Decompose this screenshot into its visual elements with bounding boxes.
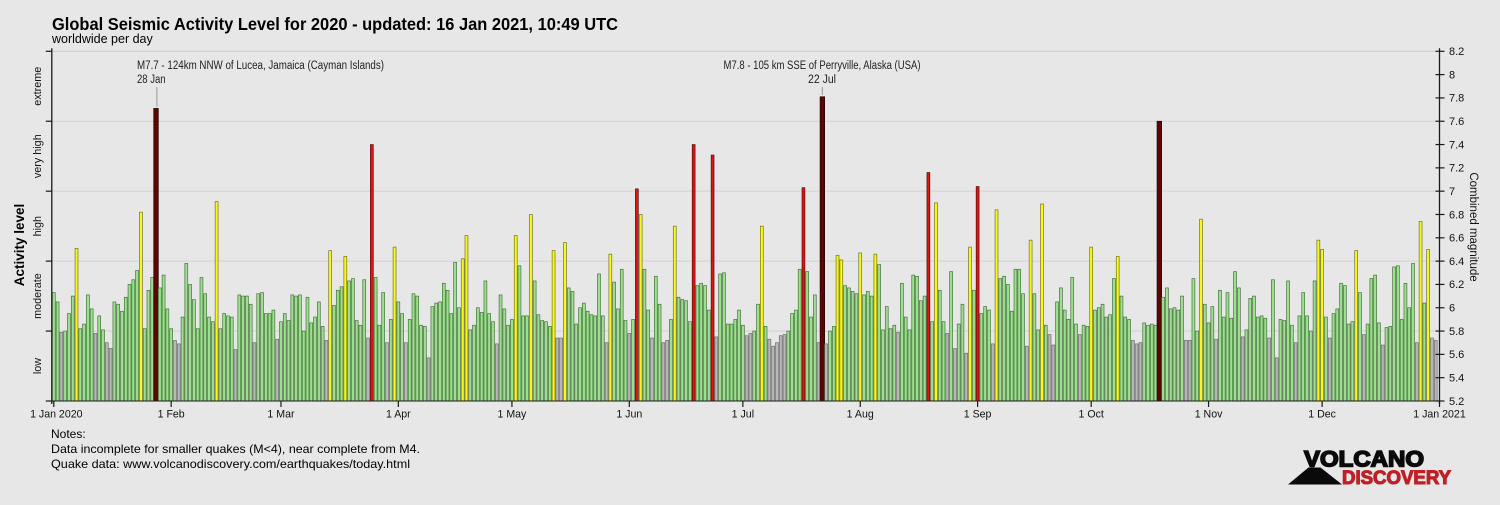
svg-text:6.8: 6.8 — [1449, 209, 1464, 221]
svg-text:7: 7 — [1449, 186, 1455, 198]
svg-text:1 Nov: 1 Nov — [1195, 409, 1223, 421]
svg-text:1 Jan 2020: 1 Jan 2020 — [30, 409, 83, 421]
svg-text:worldwide per day: worldwide per day — [51, 32, 153, 46]
svg-text:22 Jul: 22 Jul — [808, 74, 836, 86]
svg-text:6.4: 6.4 — [1449, 256, 1464, 268]
svg-text:1 Mar: 1 Mar — [267, 409, 295, 421]
svg-text:6.2: 6.2 — [1449, 279, 1464, 291]
svg-text:extreme: extreme — [32, 67, 44, 106]
svg-text:5.2: 5.2 — [1449, 396, 1464, 408]
svg-text:7.6: 7.6 — [1449, 116, 1464, 128]
svg-text:7.4: 7.4 — [1449, 139, 1464, 151]
svg-text:8: 8 — [1449, 69, 1455, 81]
svg-text:1 Apr: 1 Apr — [386, 409, 411, 421]
svg-text:1 Jan 2021: 1 Jan 2021 — [1413, 409, 1466, 421]
svg-text:Notes:: Notes: — [51, 427, 86, 441]
svg-text:8.2: 8.2 — [1449, 46, 1464, 58]
svg-text:M7.7 - 124km NNW of Lucea, Jam: M7.7 - 124km NNW of Lucea, Jamaica (Caym… — [137, 60, 384, 72]
svg-text:Data incomplete for smaller qu: Data incomplete for smaller quakes (M<4)… — [51, 442, 420, 456]
svg-text:moderate: moderate — [32, 273, 44, 319]
svg-text:1 Oct: 1 Oct — [1079, 409, 1104, 421]
svg-text:1 Jul: 1 Jul — [732, 409, 754, 421]
svg-text:5.4: 5.4 — [1449, 372, 1464, 384]
svg-text:1 May: 1 May — [497, 409, 527, 421]
svg-text:7.2: 7.2 — [1449, 163, 1464, 175]
svg-text:VOLCANO: VOLCANO — [1304, 447, 1424, 472]
svg-text:Global Seismic Activity Level: Global Seismic Activity Level for 2020 -… — [52, 14, 618, 34]
svg-text:6: 6 — [1449, 303, 1455, 315]
svg-text:DISCOVERY: DISCOVERY — [1342, 468, 1451, 489]
svg-text:Quake data: www.volcanodiscove: Quake data: www.volcanodiscovery.com/ear… — [51, 457, 410, 471]
svg-text:1 Dec: 1 Dec — [1308, 409, 1336, 421]
svg-text:28 Jan: 28 Jan — [137, 74, 166, 86]
svg-text:M7.8 - 105 km SSE of Perryvill: M7.8 - 105 km SSE of Perryville, Alaska … — [724, 60, 921, 72]
svg-text:Combined magnitude: Combined magnitude — [1467, 172, 1479, 281]
svg-text:5.8: 5.8 — [1449, 326, 1464, 338]
svg-text:Activity level: Activity level — [12, 204, 27, 287]
svg-text:1 Aug: 1 Aug — [847, 409, 874, 421]
svg-text:5.6: 5.6 — [1449, 349, 1464, 361]
svg-text:1 Jun: 1 Jun — [616, 409, 642, 421]
svg-text:6.6: 6.6 — [1449, 233, 1464, 245]
svg-text:low: low — [32, 358, 44, 374]
svg-text:1 Sep: 1 Sep — [964, 409, 992, 421]
svg-text:1 Feb: 1 Feb — [158, 409, 185, 421]
svg-text:7.8: 7.8 — [1449, 93, 1464, 105]
svg-text:high: high — [32, 216, 44, 236]
svg-text:very high: very high — [32, 134, 44, 178]
